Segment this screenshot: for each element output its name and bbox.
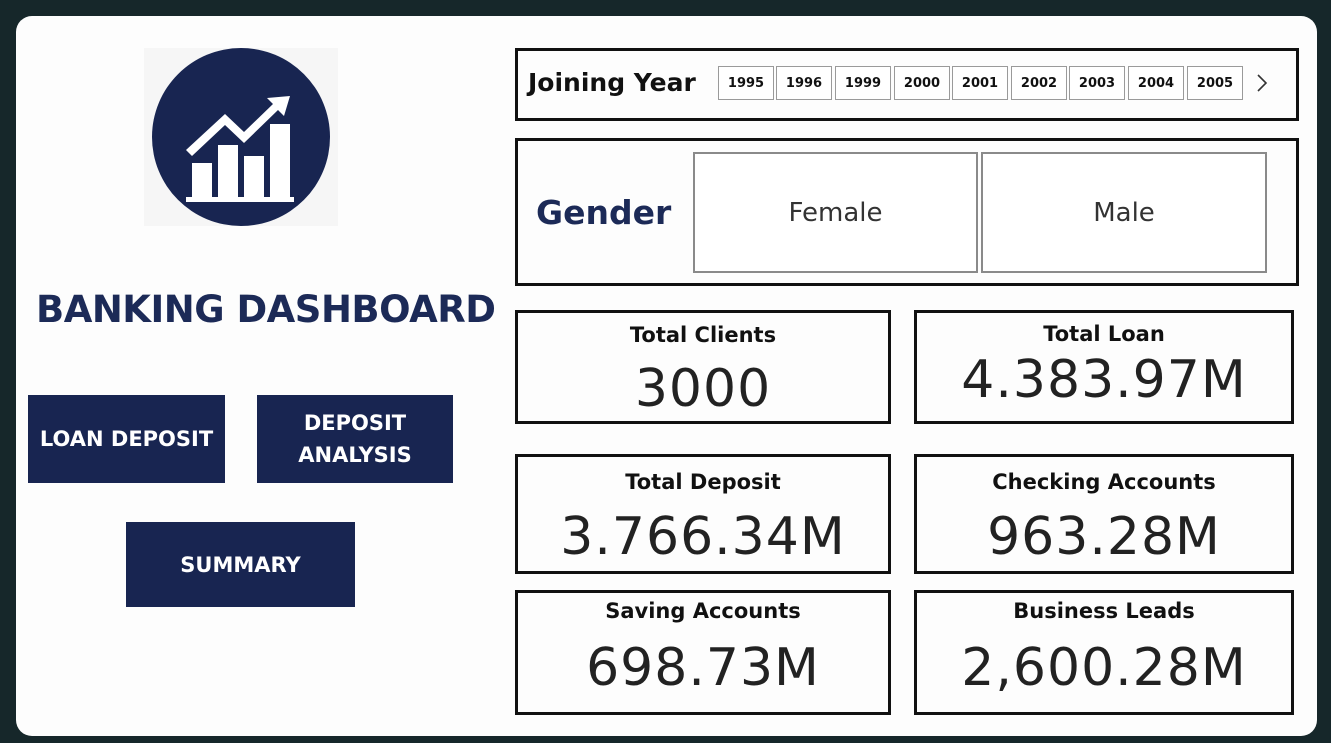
joining-year-slicer: Joining Year 1995 1996 1999 2000 2001 20… [515, 48, 1299, 121]
deposit-analysis-label-line2: ANALYSIS [298, 443, 412, 467]
kpi-value: 3000 [634, 359, 772, 419]
gender-slicer: Gender Female Male [515, 138, 1299, 286]
kpi-value: 2,600.28M [961, 638, 1247, 698]
gender-option-female[interactable]: Female [693, 152, 978, 273]
summary-label: SUMMARY [180, 552, 301, 577]
deposit-analysis-button[interactable]: DEPOSIT ANALYSIS [257, 395, 453, 483]
summary-button[interactable]: SUMMARY [126, 522, 355, 607]
kpi-card-total-clients: Total Clients 3000 [515, 310, 891, 424]
kpi-value: 4.383.97M [961, 350, 1247, 410]
loan-deposit-button[interactable]: LOAN DEPOSIT [28, 395, 225, 483]
kpi-value: 3.766.34M [560, 507, 846, 567]
deposit-analysis-label-line1: DEPOSIT [303, 411, 407, 435]
dashboard-canvas: BANKING DASHBOARD LOAN DEPOSIT DEPOSIT A… [16, 16, 1317, 736]
kpi-value: 698.73M [586, 638, 820, 698]
chevron-right-icon[interactable] [1254, 71, 1270, 95]
year-chip-2000[interactable]: 2000 [894, 66, 950, 100]
year-chip-1995[interactable]: 1995 [718, 66, 774, 100]
kpi-title: Saving Accounts [605, 599, 801, 623]
chart-growth-icon [152, 48, 330, 226]
joining-year-label: Joining Year [528, 68, 696, 97]
kpi-card-total-loan: Total Loan 4.383.97M [914, 310, 1294, 424]
gender-label: Gender [536, 193, 672, 232]
kpi-title: Total Loan [1043, 322, 1165, 346]
kpi-card-saving-accounts: Saving Accounts 698.73M [515, 590, 891, 715]
year-chip-1996[interactable]: 1996 [776, 66, 832, 100]
kpi-card-checking-accounts: Checking Accounts 963.28M [914, 454, 1294, 574]
kpi-value: 963.28M [987, 507, 1221, 567]
kpi-title: Business Leads [1013, 599, 1195, 623]
year-chip-2004[interactable]: 2004 [1128, 66, 1184, 100]
page-title: BANKING DASHBOARD [36, 288, 496, 331]
year-chip-2005[interactable]: 2005 [1187, 66, 1243, 100]
loan-deposit-label: LOAN DEPOSIT [39, 427, 214, 451]
year-chip-2003[interactable]: 2003 [1069, 66, 1125, 100]
year-chip-1999[interactable]: 1999 [835, 66, 891, 100]
year-chip-2001[interactable]: 2001 [952, 66, 1008, 100]
gender-option-male[interactable]: Male [981, 152, 1267, 273]
kpi-card-total-deposit: Total Deposit 3.766.34M [515, 454, 891, 574]
kpi-title: Total Clients [629, 323, 777, 347]
kpi-card-business-leads: Business Leads 2,600.28M [914, 590, 1294, 715]
year-chip-2002[interactable]: 2002 [1011, 66, 1067, 100]
kpi-title: Checking Accounts [992, 470, 1216, 494]
kpi-title: Total Deposit [625, 470, 781, 494]
